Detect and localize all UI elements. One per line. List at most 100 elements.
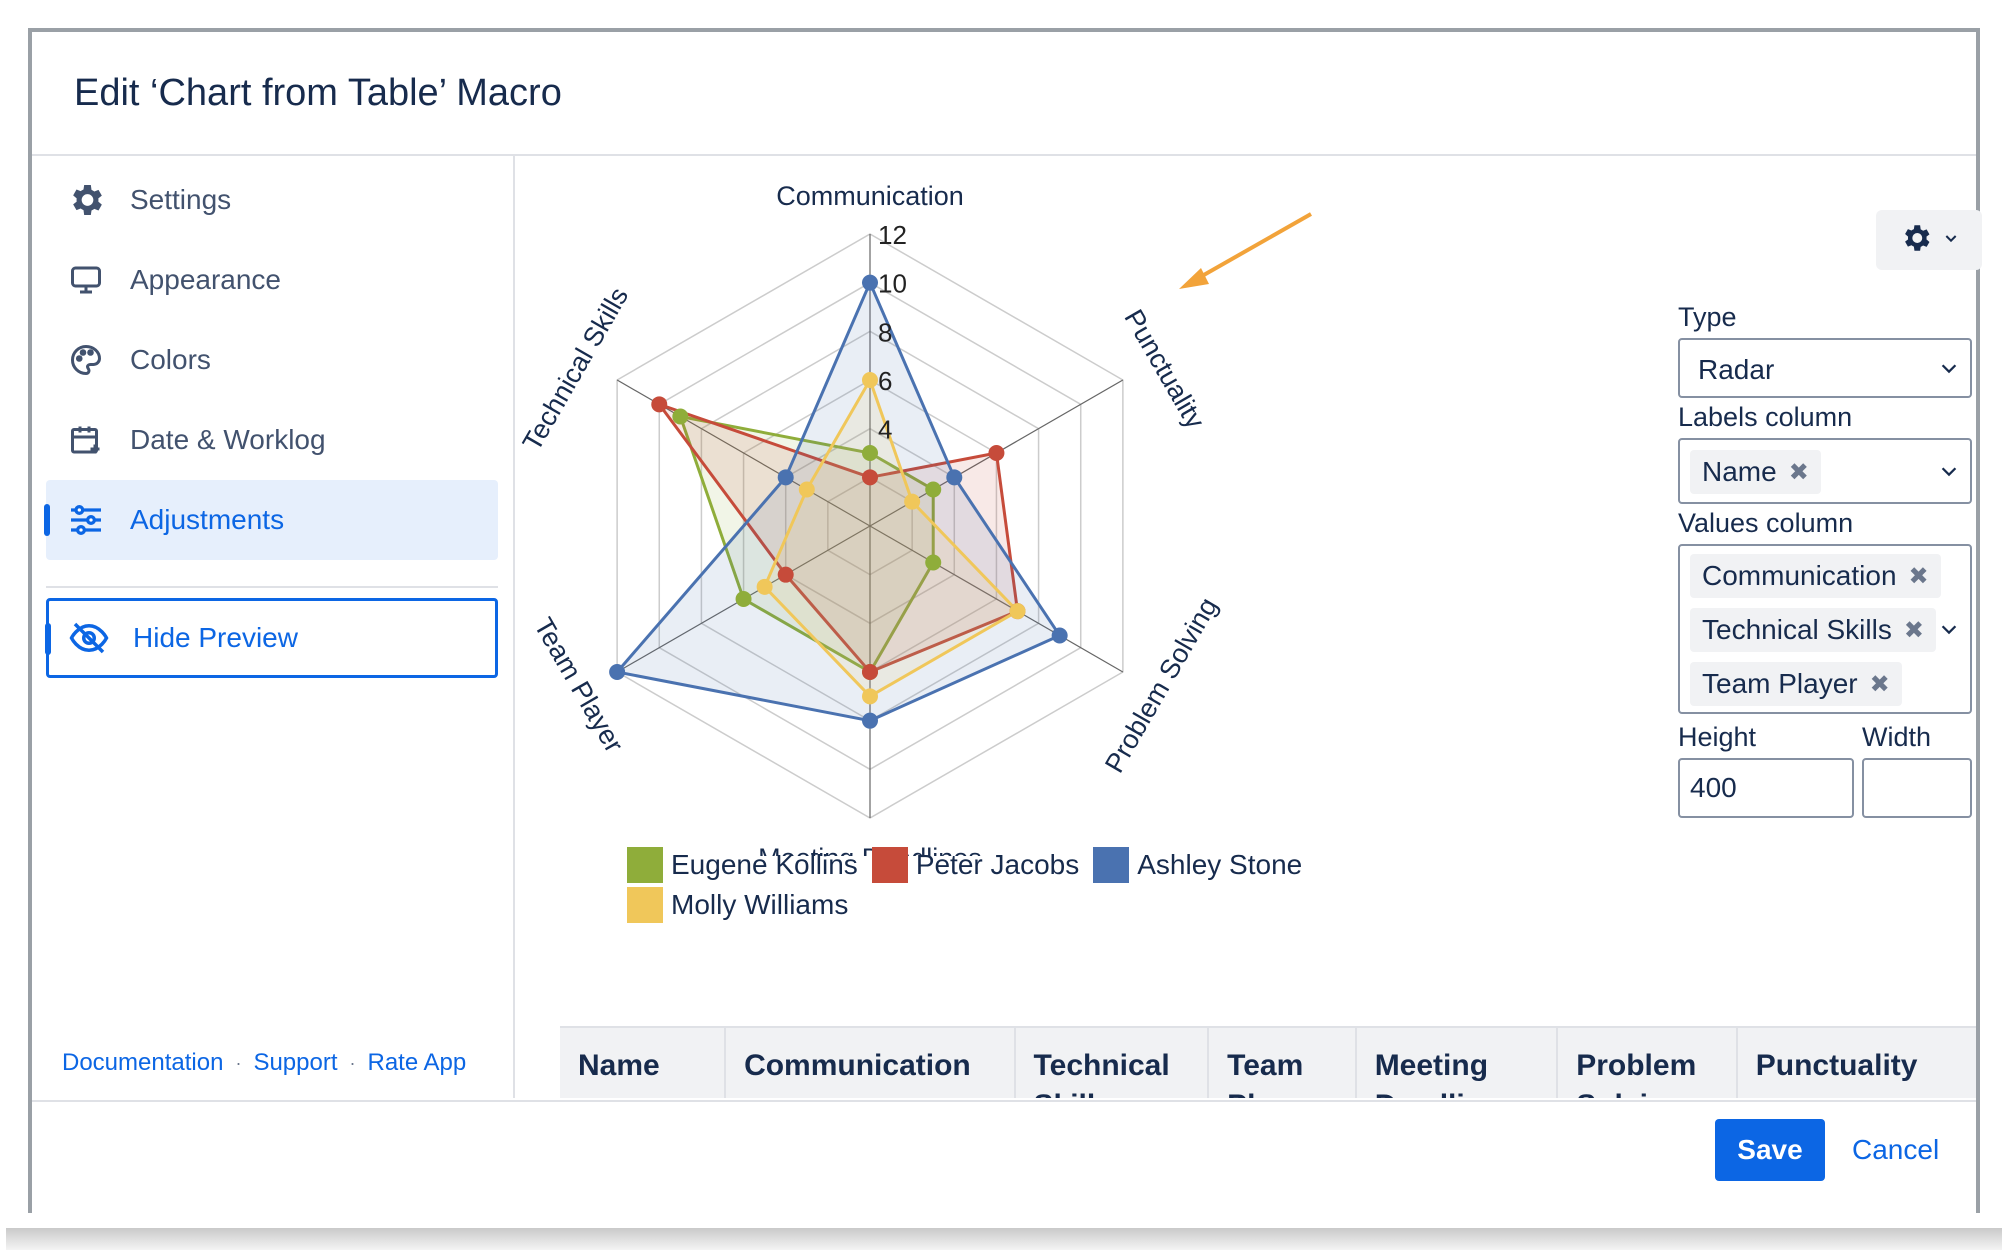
sidebar: Settings Appearance Colors Date & Worklo… bbox=[32, 156, 515, 1098]
labels-column-tag-name[interactable]: Name ✖ bbox=[1690, 450, 1821, 494]
sidebar-item-appearance[interactable]: Appearance bbox=[46, 240, 498, 320]
axis-label: Meeting Deadlines bbox=[758, 843, 982, 856]
sidebar-item-date-worklog[interactable]: Date & Worklog bbox=[46, 400, 498, 480]
labels-column-select[interactable]: Name ✖ bbox=[1678, 438, 1972, 504]
data-point bbox=[777, 469, 794, 486]
values-column-select[interactable]: Communication ✖ Technical Skills ✖ Team … bbox=[1678, 544, 1972, 714]
chevron-down-icon bbox=[1938, 460, 1960, 482]
tick-label: 6 bbox=[878, 366, 892, 396]
sidebar-item-label: Appearance bbox=[130, 264, 282, 295]
width-input[interactable] bbox=[1862, 758, 1972, 818]
column-header-communication[interactable]: Communication bbox=[725, 1026, 1016, 1098]
cancel-button[interactable]: Cancel bbox=[1852, 1134, 1940, 1165]
gear-icon bbox=[46, 180, 126, 220]
tag-label: Communication bbox=[1702, 560, 1897, 591]
table-header-row: Name Communication Technical Skills Team… bbox=[560, 1026, 1976, 1098]
column-header-team-player[interactable]: Team Player bbox=[1208, 1026, 1357, 1098]
sidebar-item-colors[interactable]: Colors bbox=[46, 320, 498, 400]
width-label: Width bbox=[1862, 722, 1932, 752]
data-point bbox=[651, 396, 668, 413]
data-point bbox=[862, 372, 878, 388]
dialog-shadow bbox=[6, 1228, 2002, 1250]
sidebar-divider bbox=[46, 586, 498, 588]
hide-preview-button[interactable]: Hide Preview bbox=[45, 598, 498, 678]
link-separator: · bbox=[235, 1052, 242, 1073]
legend-swatch bbox=[871, 847, 908, 883]
column-header-meeting-deadlines[interactable]: Meeting Deadlines bbox=[1355, 1026, 1559, 1098]
axis-label: Punctuality bbox=[1118, 304, 1210, 434]
values-column-tag-team-player[interactable]: Team Player ✖ bbox=[1690, 662, 1902, 706]
data-point bbox=[862, 469, 878, 486]
data-point bbox=[862, 274, 878, 291]
legend-swatch bbox=[1093, 847, 1130, 883]
annotation-arrow bbox=[1194, 212, 1312, 282]
column-header-name[interactable]: Name bbox=[560, 1026, 727, 1098]
data-table: Name Communication Technical Skills Team… bbox=[560, 1026, 1976, 1098]
data-point bbox=[735, 591, 752, 607]
tick-label: 8 bbox=[878, 317, 892, 347]
data-point bbox=[946, 469, 963, 486]
remove-tag-icon[interactable]: ✖ bbox=[1869, 670, 1890, 698]
legend-label: Peter Jacobs bbox=[915, 849, 1080, 880]
hide-preview-label: Hide Preview bbox=[133, 622, 298, 653]
tag-label: Name bbox=[1702, 456, 1777, 487]
axis-spoke bbox=[869, 525, 1124, 673]
tick-label: 4 bbox=[878, 415, 892, 445]
type-select[interactable]: Radar bbox=[1678, 338, 1972, 398]
chevron-down-icon bbox=[1943, 230, 1959, 251]
column-header-label: Meeting Deadlines bbox=[1374, 1049, 1517, 1098]
chart-options-button[interactable] bbox=[1876, 210, 1982, 270]
legend-label: Molly Williams bbox=[671, 889, 849, 920]
sliders-icon bbox=[46, 500, 126, 540]
column-header-label: Problem Solving bbox=[1576, 1049, 1697, 1098]
sidebar-item-adjustments[interactable]: Adjustments bbox=[44, 480, 498, 560]
remove-tag-icon[interactable]: ✖ bbox=[1908, 562, 1929, 590]
values-column-tag-technical-skills[interactable]: Technical Skills ✖ bbox=[1690, 608, 1936, 652]
height-input[interactable]: 400 bbox=[1678, 758, 1854, 818]
column-header-problem-solving[interactable]: Problem Solving bbox=[1557, 1026, 1738, 1098]
documentation-link[interactable]: Documentation bbox=[62, 1049, 224, 1076]
legend-item[interactable]: Eugene Kollins bbox=[627, 847, 858, 883]
axis-label: Communication bbox=[776, 181, 964, 211]
legend-item[interactable]: Ashley Stone bbox=[1093, 847, 1302, 883]
data-point bbox=[756, 578, 773, 595]
remove-tag-icon[interactable]: ✖ bbox=[1903, 616, 1924, 644]
column-header-technical-skills[interactable]: Technical Skills bbox=[1014, 1026, 1210, 1098]
data-point bbox=[904, 493, 921, 510]
data-point bbox=[925, 554, 942, 571]
data-point bbox=[988, 445, 1005, 461]
data-point bbox=[862, 712, 878, 729]
dialog-footer: Save Cancel bbox=[32, 1100, 1976, 1213]
support-link[interactable]: Support bbox=[253, 1049, 338, 1076]
sidebar-item-settings[interactable]: Settings bbox=[46, 160, 498, 240]
data-point bbox=[609, 664, 626, 680]
dialog-title: Edit ‘Chart from Table’ Macro bbox=[74, 72, 562, 114]
legend-item[interactable]: Molly Williams bbox=[627, 887, 849, 923]
legend-label: Eugene Kollins bbox=[671, 849, 858, 880]
data-point bbox=[862, 688, 878, 705]
sidebar-item-label: Date & Worklog bbox=[130, 424, 326, 455]
values-column-tag-communication[interactable]: Communication ✖ bbox=[1690, 554, 1941, 598]
data-point bbox=[798, 481, 815, 498]
data-point bbox=[1051, 627, 1068, 644]
tag-label: Technical Skills bbox=[1702, 614, 1892, 645]
tick-label: 12 bbox=[878, 220, 907, 250]
axis-label: Problem Solving bbox=[1099, 592, 1223, 777]
data-point bbox=[777, 566, 794, 583]
eye-off-icon bbox=[49, 617, 129, 659]
column-header-label: Communication bbox=[744, 1049, 971, 1082]
sidebar-item-label: Settings bbox=[130, 184, 232, 215]
remove-tag-icon[interactable]: ✖ bbox=[1788, 458, 1809, 486]
rate-app-link[interactable]: Rate App bbox=[367, 1049, 467, 1076]
legend-swatch bbox=[627, 887, 663, 923]
radar-chart: 4 6 8 10 12 Communication Punctuality Problem S… bbox=[517, 181, 1312, 856]
legend-item[interactable]: Peter Jacobs bbox=[871, 847, 1080, 883]
column-header-label: Team Player bbox=[1227, 1049, 1317, 1098]
chart-preview: 4 6 8 10 12 Communication Punctuality Problem S… bbox=[517, 156, 1976, 1098]
palette-icon bbox=[46, 342, 126, 378]
data-point bbox=[862, 445, 878, 461]
tick-label: 10 bbox=[878, 269, 907, 299]
column-header-punctuality[interactable]: Punctuality bbox=[1736, 1026, 1976, 1098]
chevron-down-icon bbox=[1938, 357, 1960, 379]
save-button[interactable]: Save bbox=[1715, 1119, 1825, 1181]
